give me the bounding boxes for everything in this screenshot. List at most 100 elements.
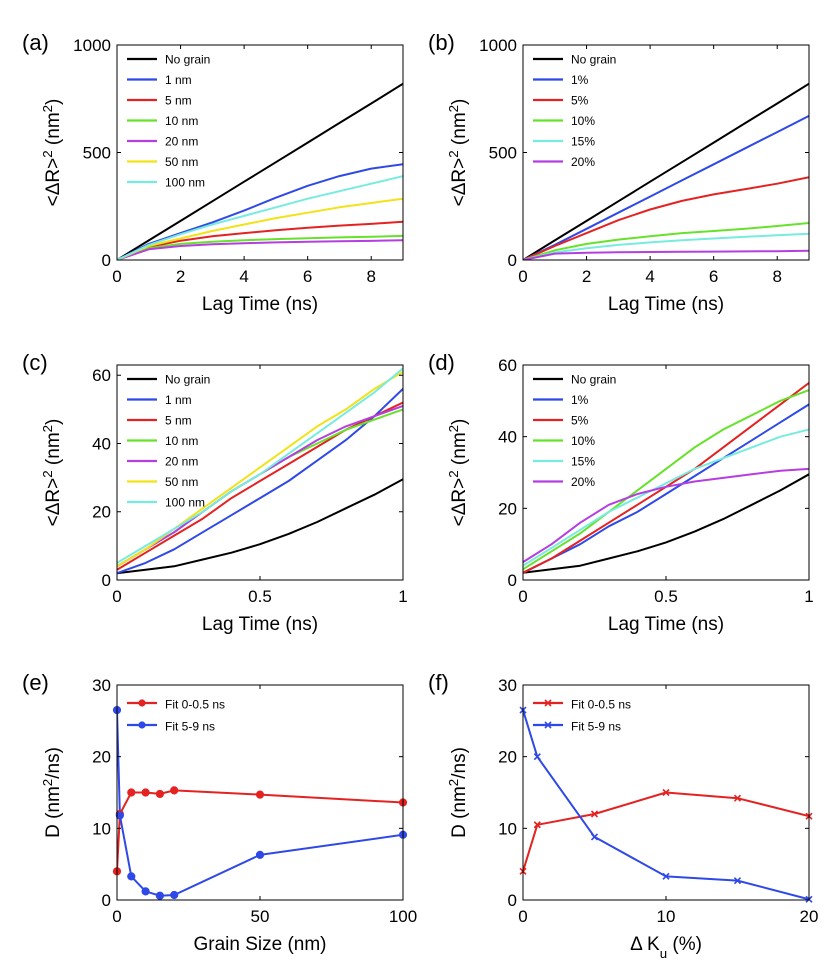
x-tick-label: 0 — [518, 587, 527, 606]
legend-entry: 20 nm — [165, 134, 198, 148]
data-point-e-1-3 — [141, 887, 150, 896]
y-tick-label: 40 — [498, 428, 517, 447]
series-line-c-2 — [117, 401, 403, 571]
legend-entry: 10% — [571, 434, 595, 448]
legend-entry: Fit 5-9 ns — [165, 719, 215, 733]
y-tick-label: 60 — [498, 356, 517, 375]
series-group — [117, 82, 403, 260]
data-point-e-1-4 — [155, 891, 164, 900]
legend-entry: 50 nm — [165, 475, 198, 489]
series-line-d-2 — [523, 382, 809, 574]
series-group — [523, 382, 809, 574]
legend-entry: 100 nm — [165, 175, 205, 189]
x-tick-label: 50 — [251, 907, 270, 926]
panel-label: (b) — [428, 30, 455, 55]
y-axis-label: D (nm2/ns) — [446, 747, 471, 838]
series-group — [117, 710, 403, 897]
x-tick-label: 0 — [112, 907, 121, 926]
y-axis-label: <ΔR>2 (nm2) — [446, 99, 471, 207]
legend-entry: 1 nm — [165, 393, 192, 407]
data-point-e-0-2 — [127, 788, 136, 797]
data-point-e-0-6 — [255, 790, 265, 799]
y-tick-label: 500 — [83, 144, 111, 163]
series-line-d-3 — [523, 389, 809, 571]
legend-entry: 5 nm — [165, 413, 192, 427]
x-tick-label: 1 — [804, 587, 813, 606]
legend-entry: No grain — [571, 52, 616, 66]
panel-b: 0 2 4 6 8 0 500 1000 Lag Time (ns) <ΔR>2 (nm2) (b)… — [428, 30, 810, 315]
legend-entry: 1% — [571, 393, 589, 407]
legend-entry: 100 nm — [165, 495, 205, 509]
series-line-e-1 — [117, 710, 403, 897]
x-axis-label: Lag Time (ns) — [202, 614, 318, 635]
y-tick-label: 0 — [508, 251, 517, 270]
x-tick-label: 0.5 — [654, 587, 678, 606]
series-line-b-5 — [523, 249, 809, 260]
legend-entry: 5% — [571, 93, 589, 107]
legend-entry: 15% — [571, 454, 595, 468]
data-point-f-1-3 — [662, 872, 670, 880]
series-group — [117, 367, 403, 575]
y-tick-label: 0 — [102, 891, 111, 910]
x-axis-label: Lag Time (ns) — [608, 294, 724, 315]
series-line-a-6 — [117, 175, 403, 260]
legend-entry: No grain — [571, 372, 616, 386]
y-tick-label: 30 — [92, 676, 111, 695]
legend-entry: 1% — [571, 73, 589, 87]
x-tick-label: 2 — [176, 267, 185, 286]
series-line-d-4 — [523, 428, 809, 567]
x-axis-label: Δ Ku (%) — [630, 934, 702, 961]
x-axis-label: Lag Time (ns) — [608, 614, 724, 635]
legend-entry: 5 nm — [165, 93, 192, 107]
legend-entry: 10% — [571, 114, 595, 128]
x-tick-label: 20 — [800, 907, 819, 926]
data-point-f-0-2 — [590, 810, 599, 818]
x-tick-label: 8 — [366, 267, 375, 286]
panel-label: (d) — [428, 350, 455, 375]
series-group — [523, 709, 809, 900]
panel-d: 0 0.5 1 0 20 40 60 Lag Time (ns) <ΔR>2 (nm2) (d) N… — [428, 350, 814, 635]
y-tick-label: 20 — [92, 748, 111, 767]
legend-entry: 20 nm — [165, 454, 198, 468]
x-tick-label: 100 — [389, 907, 417, 926]
y-tick-label: 1000 — [479, 36, 517, 55]
x-tick-label: 8 — [772, 267, 781, 286]
series-line-b-0 — [523, 82, 809, 260]
panel-c: 0 0.5 1 0 20 40 60 Lag Time (ns) <ΔR>2 (nm2) (c) N… — [22, 350, 408, 635]
series-line-c-0 — [117, 478, 403, 575]
panel-label: (a) — [22, 30, 49, 55]
y-axis-label: D (nm2/ns) — [40, 747, 65, 838]
series-line-a-0 — [117, 82, 403, 260]
data-point-e-0-3 — [141, 788, 150, 797]
series-line-b-1 — [523, 115, 809, 260]
series-line-a-5 — [117, 197, 403, 260]
data-point-f-1-1 — [533, 753, 541, 761]
data-point-e-1-6 — [255, 850, 265, 859]
x-tick-label: 0 — [112, 267, 121, 286]
x-tick-label: 4 — [645, 267, 654, 286]
x-axis-label: Grain Size (nm) — [193, 934, 326, 955]
y-tick-label: 40 — [92, 434, 111, 453]
series-line-f-1 — [523, 709, 809, 900]
y-tick-label: 0 — [102, 571, 111, 590]
data-point-e-1-2 — [127, 872, 136, 881]
data-point-e-0-5 — [170, 786, 179, 795]
panel-label: (e) — [22, 670, 49, 695]
series-line-a-2 — [117, 220, 403, 260]
series-line-c-3 — [117, 408, 403, 568]
series-line-a-4 — [117, 239, 403, 260]
legend-marker — [138, 699, 146, 707]
series-line-b-2 — [523, 176, 809, 260]
y-tick-label: 1000 — [73, 36, 111, 55]
legend-entry: 20% — [571, 155, 595, 169]
y-tick-label: 10 — [92, 819, 111, 838]
x-tick-label: 6 — [303, 267, 312, 286]
data-point-f-0-3 — [662, 788, 670, 797]
legend-entry: Fit 5-9 ns — [571, 719, 621, 733]
y-tick-label: 0 — [508, 571, 517, 590]
x-tick-label: 0 — [518, 267, 527, 286]
x-tick-label: 0 — [112, 587, 121, 606]
series-line-c-1 — [117, 388, 403, 575]
legend-entry: 1 nm — [165, 73, 192, 87]
data-point-e-1-5 — [170, 890, 179, 900]
